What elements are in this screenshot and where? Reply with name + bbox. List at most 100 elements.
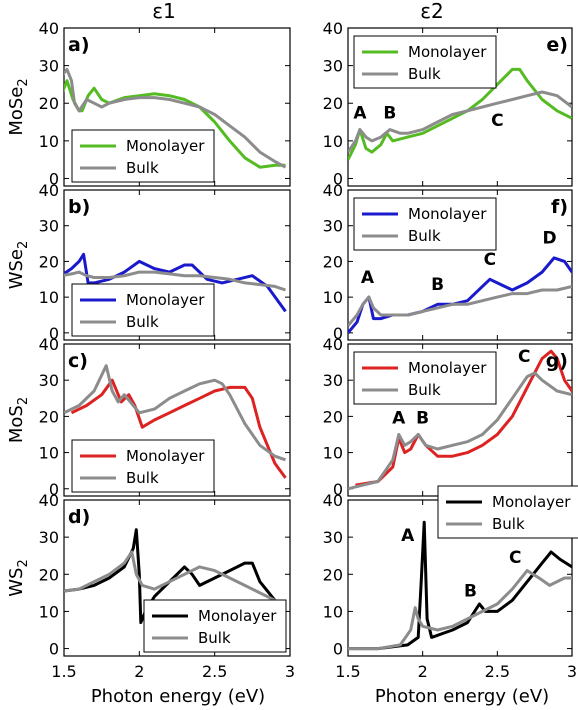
series-line-bulk [348,569,572,651]
peak-label-a: A [361,268,375,288]
legend-label-bulk: Bulk [198,629,231,647]
legend-box [71,129,215,183]
peak-label-d: D [543,229,557,249]
y-tick-label: 30 [323,57,343,76]
plot-frame-b [63,189,291,341]
y-tick-label: 0 [49,169,59,188]
legend-label-monolayer: Monolayer [408,43,487,61]
y-tick-label: 10 [39,444,59,463]
y-tick-label: 20 [323,252,343,271]
series-line-monolayer [348,67,572,161]
y-axis-label-d: WS2 [6,559,31,597]
y-tick-label: 40 [39,19,59,38]
x-tick-label: 2.5 [202,662,227,681]
legend-h: Monolayer Bulk [437,485,578,539]
series-line-monolayer [64,528,287,625]
y-tick-label: 10 [323,288,343,307]
y-tick-label: 40 [39,335,59,354]
y-tick-label: 10 [39,602,59,621]
series-line-bulk [348,90,572,153]
y-tick-label: 40 [323,19,343,38]
y-axis-label-b: WSe2 [6,241,31,290]
panel-e: 0 10 20 30 40 A B Ce) Monolayer Bulk [323,19,573,188]
legend-box [437,485,578,539]
y-tick-label: 20 [39,565,59,584]
y-tick-label: 30 [39,57,59,76]
y-tick-label: 30 [323,528,343,547]
y-tick-label: 30 [39,217,59,236]
x-tick-label: 3 [567,662,577,681]
legend-box [143,599,287,653]
y-tick-label: 30 [323,217,343,236]
legend-label-monolayer: Monolayer [126,137,205,155]
x-tick-label: 2 [418,662,428,681]
legend-box [71,439,215,493]
legend-label-monolayer: Monolayer [492,493,571,511]
series-line-monolayer [70,378,287,479]
panel-b: 0 10 20 30 40 WSe2 b) Monolayer Bulk [6,181,291,343]
series-line-monolayer [355,349,572,487]
series-line-bulk [64,550,287,613]
legend-label-bulk: Bulk [408,65,441,83]
legend-c: Monolayer Bulk [71,439,215,493]
peak-label-a: A [392,409,406,429]
legend-label-monolayer: Monolayer [408,205,487,223]
y-tick-label: 0 [333,480,343,499]
series-line-bulk [64,67,287,169]
plot-frame-d [63,499,291,657]
y-tick-label: 20 [323,565,343,584]
x-tick-label: 1.5 [51,662,76,681]
legend-label-bulk: Bulk [126,469,159,487]
legend-box [353,351,497,405]
y-tick-label: 40 [323,335,343,354]
peak-label-c: C [509,548,521,568]
legend-label-monolayer: Monolayer [126,291,205,309]
plot-frame-a [63,27,291,187]
panel-a: 0 10 20 30 40 MoSe2 a) Monolayer Bulk [6,19,291,188]
y-tick-label: 0 [49,640,59,659]
legend-label-monolayer: Monolayer [126,447,205,465]
y-tick-label: 40 [323,491,343,510]
panel-d: 0 10 20 30 40 1.5 2 2.5 3 WS2 d) Monolayer Bulk [6,491,295,681]
peak-label-b: B [383,103,396,123]
y-tick-label: 40 [323,181,343,200]
peak-label-c: C [491,111,503,131]
y-tick-label: 0 [333,169,343,188]
panel-letter-c: c) [68,350,88,372]
legend-d: Monolayer Bulk [143,599,287,653]
x-tick-label: 3 [285,662,295,681]
panel-c: 0 10 20 30 40 MoS2 c) Monolayer Bulk [6,335,291,499]
y-tick-label: 30 [323,371,343,390]
y-tick-label: 0 [333,640,343,659]
legend-label-monolayer: Monolayer [408,359,487,377]
legend-label-monolayer: Monolayer [198,607,277,625]
legend-g: Monolayer Bulk [353,351,497,405]
legend-f: Monolayer Bulk [353,197,497,251]
x-tick-label: 1.5 [335,662,360,681]
legend-label-bulk: Bulk [408,381,441,399]
x-axis-label-right: Photon energy (eV) [375,686,549,707]
legend-label-bulk: Bulk [126,313,159,331]
y-tick-label: 30 [39,371,59,390]
panels: 010203040MoSe2a)MonolayerBulk010203040WS… [6,19,578,681]
series-line-bulk [348,371,572,491]
y-axis-label-c: MoS2 [6,397,31,443]
y-tick-label: 20 [39,94,59,113]
plot-frame-f [347,189,573,341]
panel-letter-g: g) [546,350,568,372]
x-axis-label-left: Photon energy (eV) [91,686,265,707]
series-line-monolayer [348,520,572,651]
peak-label-c: C [484,250,496,270]
peak-label-b: B [464,582,477,602]
panel-letter-e: e) [546,34,568,56]
y-tick-label: 40 [39,491,59,510]
panel-letter-a: a) [68,34,90,56]
peak-label-b: B [416,409,429,429]
series-line-bulk [64,364,286,462]
y-tick-label: 0 [333,324,343,343]
panel-letter-b: b) [68,196,90,218]
legend-box [353,35,497,89]
legend-box [353,197,497,251]
y-tick-label: 10 [39,132,59,151]
